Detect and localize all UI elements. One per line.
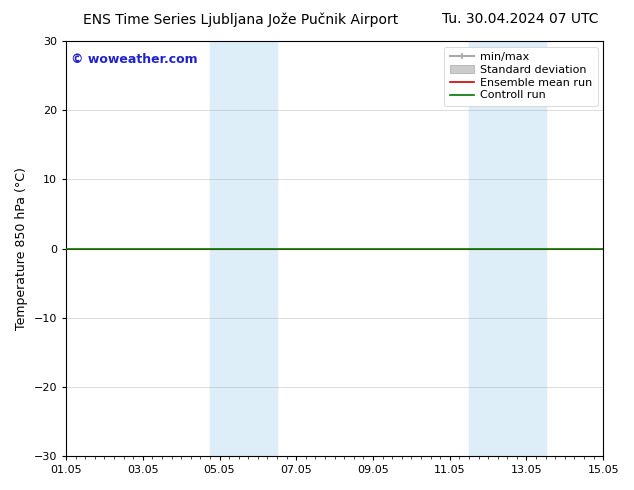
Bar bbox=[210, 41, 277, 456]
Bar bbox=[469, 41, 546, 456]
Text: Tu. 30.04.2024 07 UTC: Tu. 30.04.2024 07 UTC bbox=[442, 12, 598, 26]
Y-axis label: Temperature 850 hPa (°C): Temperature 850 hPa (°C) bbox=[15, 167, 28, 330]
Text: ENS Time Series Ljubljana Jože Pučnik Airport: ENS Time Series Ljubljana Jože Pučnik Ai… bbox=[83, 12, 399, 27]
Legend: min/max, Standard deviation, Ensemble mean run, Controll run: min/max, Standard deviation, Ensemble me… bbox=[444, 47, 598, 106]
Text: © woweather.com: © woweather.com bbox=[72, 53, 198, 67]
